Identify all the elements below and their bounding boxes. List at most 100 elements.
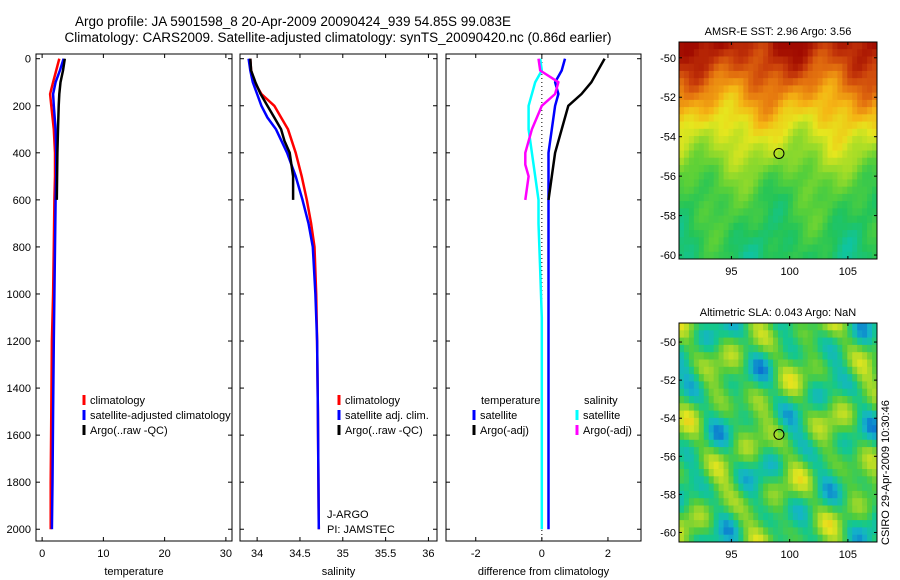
sla_map-cell — [852, 483, 858, 492]
sla_map-cell — [827, 337, 833, 346]
sla_map-cell — [807, 527, 814, 536]
sla_map-cell — [857, 359, 863, 368]
sla_map-cell — [728, 359, 734, 368]
sla_map-cell — [743, 403, 749, 412]
sla_map-cell — [778, 323, 784, 331]
sst_map-cell — [753, 201, 759, 209]
sla_map-cell — [872, 439, 878, 448]
sla_map-cell — [872, 337, 878, 346]
sla_map-cell — [837, 469, 843, 477]
sla_map-cell — [872, 534, 878, 543]
sla_map-cell — [817, 505, 824, 514]
sla_map-cell — [748, 381, 754, 390]
sla_map-cell — [713, 425, 720, 433]
sst_map-cell — [847, 143, 853, 151]
sst_map-cell — [797, 230, 804, 238]
sst_map-cell — [778, 230, 784, 238]
sla_map-cell — [842, 425, 848, 433]
sst_map-cell — [827, 56, 833, 65]
sla_map-cell — [708, 454, 715, 463]
sst_map-cell — [683, 56, 690, 65]
sla_map-cell — [683, 359, 690, 368]
sst_map-cell — [867, 78, 873, 86]
sla_map-cell — [753, 323, 759, 331]
sla_map-cell — [708, 410, 715, 419]
sla_map-cell — [867, 374, 873, 382]
sla_map-cell — [852, 476, 858, 485]
sla_map-cell — [679, 483, 685, 492]
sst_map-cell — [802, 150, 809, 159]
sla_map-cell — [743, 359, 749, 368]
sst_map-cell — [852, 201, 858, 209]
sst_map-cell — [703, 186, 710, 195]
sst_map-cell — [693, 186, 700, 195]
sst_map-cell — [822, 157, 828, 166]
sst_map-cell — [698, 114, 705, 123]
sla_map-cell — [718, 352, 725, 360]
sst_map-cell — [807, 215, 814, 224]
sla_map-cell — [867, 469, 873, 477]
sst_map-cell — [817, 164, 824, 173]
sla_map-cell — [758, 352, 764, 360]
sla_map-cell — [827, 388, 833, 397]
sla_map-cell — [862, 359, 868, 368]
sst_map-cell — [708, 157, 715, 166]
sst_map-cell — [832, 70, 838, 79]
sst_map-cell — [758, 114, 764, 123]
sst_map-cell — [797, 143, 804, 151]
sst_map-cell — [753, 150, 759, 159]
sla_map-cell — [738, 344, 744, 353]
sla_map-cell — [872, 359, 878, 368]
sla_map-cell — [782, 417, 789, 426]
sst_map-cell — [857, 150, 863, 159]
sla_map-cell — [693, 534, 700, 543]
sst_map-cell — [728, 143, 734, 151]
sla_map-cell — [837, 512, 843, 521]
sst_map-cell — [743, 63, 749, 72]
sla_map-cell — [852, 447, 858, 455]
sst_map-cell — [852, 143, 858, 151]
sst_map-cell — [842, 78, 848, 86]
sst_map-cell — [708, 244, 715, 253]
sst_map-cell — [827, 244, 833, 253]
sla_map-cell — [698, 469, 705, 477]
sst_map-cell — [847, 186, 853, 195]
sst_map-cell — [738, 143, 744, 151]
sst_map-cell — [812, 230, 819, 238]
sst_map-cell — [807, 164, 814, 173]
sst_map-cell — [688, 164, 695, 173]
sst_map-cell — [778, 172, 784, 180]
sla_map-cell — [683, 410, 690, 419]
sla_map-cell — [743, 454, 749, 463]
sst_map-cell — [758, 215, 764, 224]
sst_map-cell — [862, 251, 868, 260]
sla_map-cell — [778, 476, 784, 485]
sla_map-cell — [723, 527, 729, 536]
sst_map-cell — [802, 121, 809, 130]
sst_map-cell — [797, 92, 804, 101]
sla_map-cell — [758, 366, 764, 375]
sst_map-cell — [807, 208, 814, 217]
sst_map-cell — [797, 164, 804, 173]
sst_map-cell — [812, 164, 819, 173]
sst_map-cell — [792, 143, 799, 151]
sst_map-cell — [768, 42, 774, 50]
sst_map-cell — [787, 186, 794, 195]
timestamp-label: CSIRO 29-Apr-2009 10:30:46 — [880, 400, 892, 545]
sla_map-cell — [753, 359, 759, 368]
sst_map-cell — [693, 222, 700, 231]
sla_map-cell — [822, 461, 828, 470]
sst_map-cell — [723, 222, 729, 231]
sla_map-cell — [733, 527, 739, 536]
sla_map-cell — [827, 483, 833, 492]
sla_map-cell — [718, 410, 725, 419]
sla_map-cell — [738, 359, 744, 368]
sla_map-cell — [763, 454, 769, 463]
sla_map-cell — [693, 425, 700, 433]
sla_map-cell — [733, 352, 739, 360]
sst_map-cell — [688, 244, 695, 253]
sst_map-title: AMSR-E SST: 2.96 Argo: 3.56 — [705, 26, 852, 38]
sla_map-cell — [822, 323, 828, 331]
sla_map-cell — [802, 527, 809, 536]
sst_map-cell — [787, 99, 794, 108]
